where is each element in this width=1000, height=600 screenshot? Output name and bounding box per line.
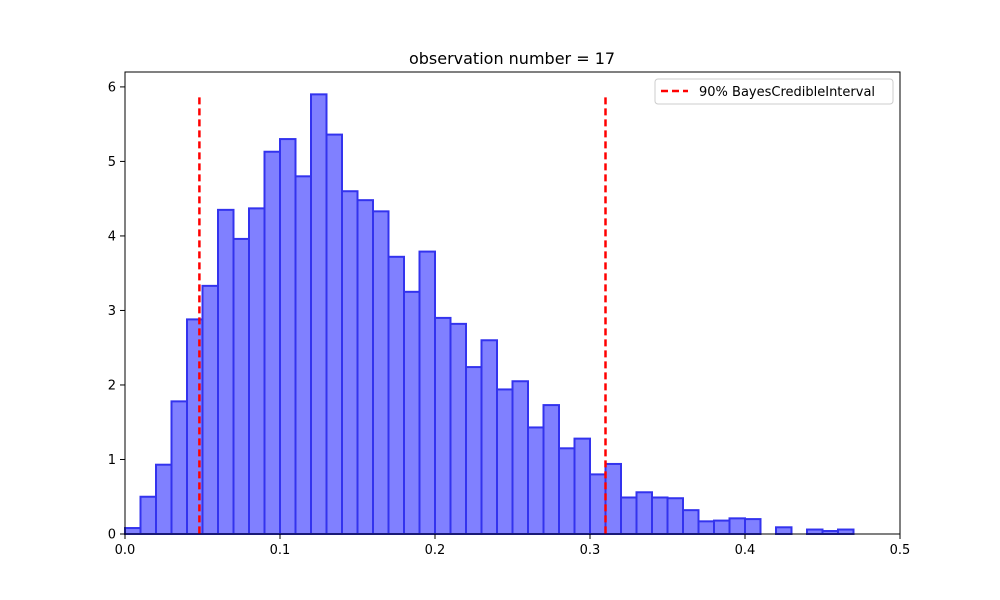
histogram-bar: [387, 255, 405, 535]
histogram-bar: [155, 463, 173, 536]
histogram-bar: [465, 366, 483, 535]
histogram-bar: [232, 237, 250, 535]
y-tick-label: 5: [108, 155, 116, 170]
x-axis-ticks: 0.0 0.1 0.2 0.3 0.4 0.5: [115, 534, 911, 558]
histogram-bar: [124, 527, 142, 535]
histogram-bar: [713, 519, 731, 535]
legend: 90% BayesCredibleInterval: [654, 78, 894, 105]
histogram-bar: [496, 388, 514, 536]
histogram-bar: [325, 133, 343, 536]
histogram-bar: [620, 496, 638, 535]
histogram-bar: [263, 150, 281, 535]
histogram-bar: [511, 380, 529, 536]
histogram-bar: [728, 517, 746, 536]
histogram-bar: [558, 447, 576, 536]
legend-box: [654, 78, 894, 105]
y-tick-label: 3: [108, 304, 116, 319]
histogram-bar: [248, 207, 266, 536]
y-tick-label: 4: [108, 229, 116, 244]
y-axis-ticks: 0 1 2 3 4 5 6: [108, 80, 125, 543]
x-tick-label: 0.2: [425, 543, 446, 558]
y-tick-label: 1: [108, 453, 116, 468]
credible-interval-lines: [198, 97, 607, 534]
x-tick-label: 0.1: [270, 543, 291, 558]
histogram-bar: [294, 175, 312, 536]
histogram-bars: [124, 93, 855, 536]
x-tick-label: 0.4: [735, 543, 756, 558]
histogram-bar: [542, 404, 560, 535]
histogram-bar: [170, 400, 188, 535]
y-tick-label: 0: [108, 528, 116, 543]
chart-title: observation number = 17: [409, 49, 615, 68]
histogram-bar: [356, 199, 374, 535]
histogram-bar: [744, 518, 762, 536]
histogram-bar: [837, 528, 855, 536]
histogram-bar: [527, 426, 545, 535]
histogram-bar: [449, 322, 467, 535]
histogram-bar: [604, 462, 622, 535]
histogram-bar: [201, 284, 219, 535]
x-tick-label: 0.5: [890, 543, 911, 558]
histogram-bar: [139, 495, 157, 536]
histogram-bar: [434, 316, 452, 535]
histogram-bar: [666, 497, 684, 536]
x-tick-label: 0.0: [115, 543, 136, 558]
histogram-bar: [480, 339, 498, 535]
y-tick-label: 2: [108, 378, 116, 393]
histogram-bar: [697, 520, 715, 536]
legend-label: 90% BayesCredibleInterval: [699, 85, 875, 100]
y-tick-label: 6: [108, 80, 116, 95]
histogram-bar: [573, 437, 591, 535]
histogram-bar: [310, 93, 328, 536]
plot-area-frame: [124, 71, 901, 535]
histogram-bar: [806, 528, 824, 536]
histogram-bar: [341, 190, 359, 535]
histogram-bar: [418, 250, 436, 536]
x-tick-label: 0.3: [580, 543, 601, 558]
histogram-bar: [775, 526, 793, 535]
histogram-bar: [372, 210, 390, 535]
histogram-bar: [403, 290, 421, 535]
histogram-bar: [682, 509, 700, 536]
histogram-bar: [635, 491, 653, 535]
histogram-bar: [651, 496, 669, 535]
histogram-bar: [279, 138, 297, 535]
histogram-bar: [589, 473, 607, 535]
histogram-bar: [217, 208, 235, 536]
